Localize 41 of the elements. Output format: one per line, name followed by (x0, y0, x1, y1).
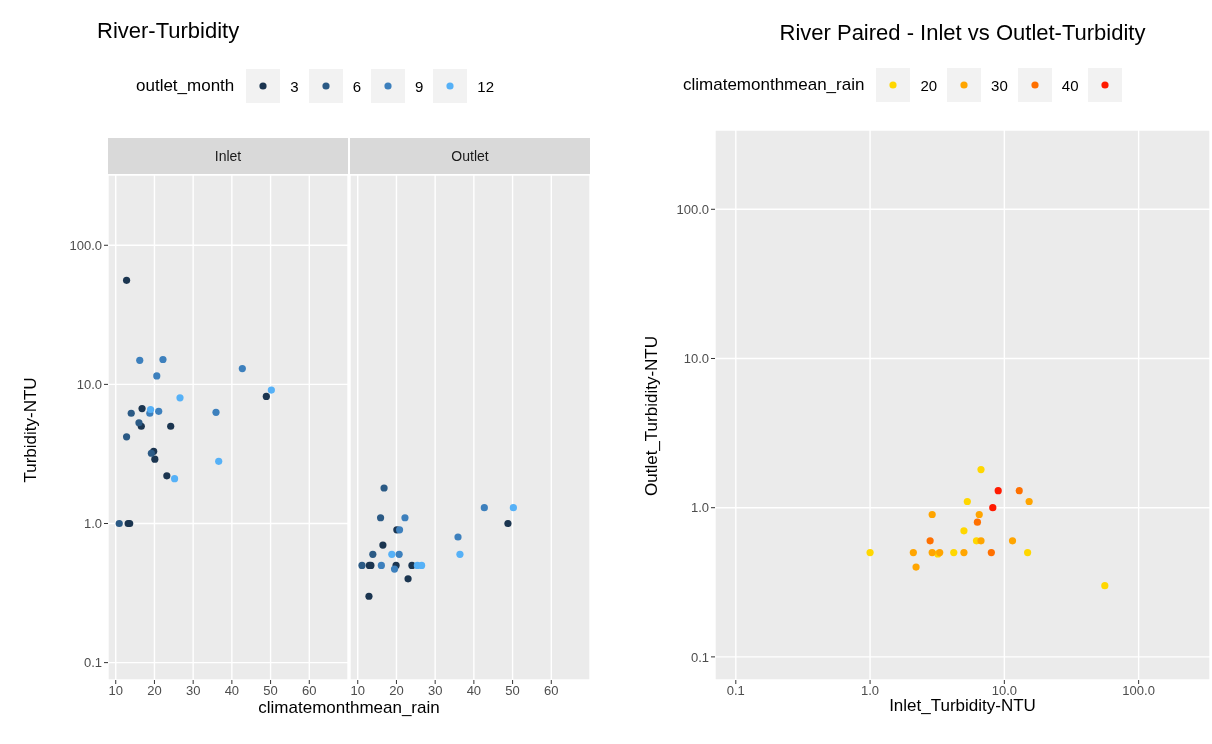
x-tick-label: 30 (185, 683, 201, 699)
y-tick-label: 1.0 (690, 500, 709, 516)
x-tick-label: 100.0 (1122, 683, 1155, 699)
x-tick-label: 40 (224, 683, 240, 699)
legend-title: climatemonthmean_rain (683, 75, 865, 95)
y-axis-title: Turbidity-NTU (21, 376, 41, 485)
y-tick-label: 10.0 (683, 351, 709, 367)
x-tick-label: 30 (427, 683, 443, 699)
y-axis-title: Outlet_Turbidity-NTU (642, 335, 662, 498)
x-tick-label: 50 (505, 683, 520, 699)
chart-subtitle: Outlet (350, 138, 590, 174)
y-tick-label: 0.1 (83, 655, 102, 671)
legend-label: 30 (991, 76, 1008, 94)
x-tick-label: 60 (544, 683, 559, 699)
x-tick-label: 40 (466, 683, 482, 699)
legend-label: 20 (920, 76, 938, 94)
legend-label: 3 (290, 77, 299, 95)
chart-subtitle: Inlet (108, 138, 348, 174)
x-tick-label: 0.1 (726, 683, 745, 699)
x-axis-title: Inlet_Turbidity-NTU (889, 696, 1036, 715)
legend-label: 40 (1061, 76, 1079, 94)
y-tick-label: 10.0 (76, 377, 102, 392)
x-tick-label: 10 (350, 683, 365, 699)
legend-title: outlet_month (136, 76, 235, 96)
x-axis-title: climatemonthmean_rain (257, 698, 441, 718)
y-tick-label: 100.0 (69, 237, 102, 253)
y-tick-label: 100.0 (676, 201, 709, 217)
chart-title: River Paired - Inlet vs Outlet-Turbidity (778, 20, 1147, 46)
x-tick-label: 50 (263, 683, 278, 699)
x-tick-label: 60 (302, 683, 317, 699)
legend-label: 12 (477, 77, 495, 95)
x-tick-label: 20 (389, 683, 404, 699)
y-tick-label: 1.0 (83, 516, 102, 532)
chart-title: River-Turbidity (97, 18, 240, 44)
legend-label: 9 (414, 77, 424, 95)
legend-label: 6 (352, 77, 361, 95)
x-tick-label: 10 (108, 683, 123, 699)
x-tick-label: 1.0 (861, 683, 880, 699)
x-tick-label: 10.0 (991, 683, 1018, 699)
x-tick-label: 20 (147, 683, 162, 699)
y-tick-label: 0.1 (690, 649, 709, 665)
